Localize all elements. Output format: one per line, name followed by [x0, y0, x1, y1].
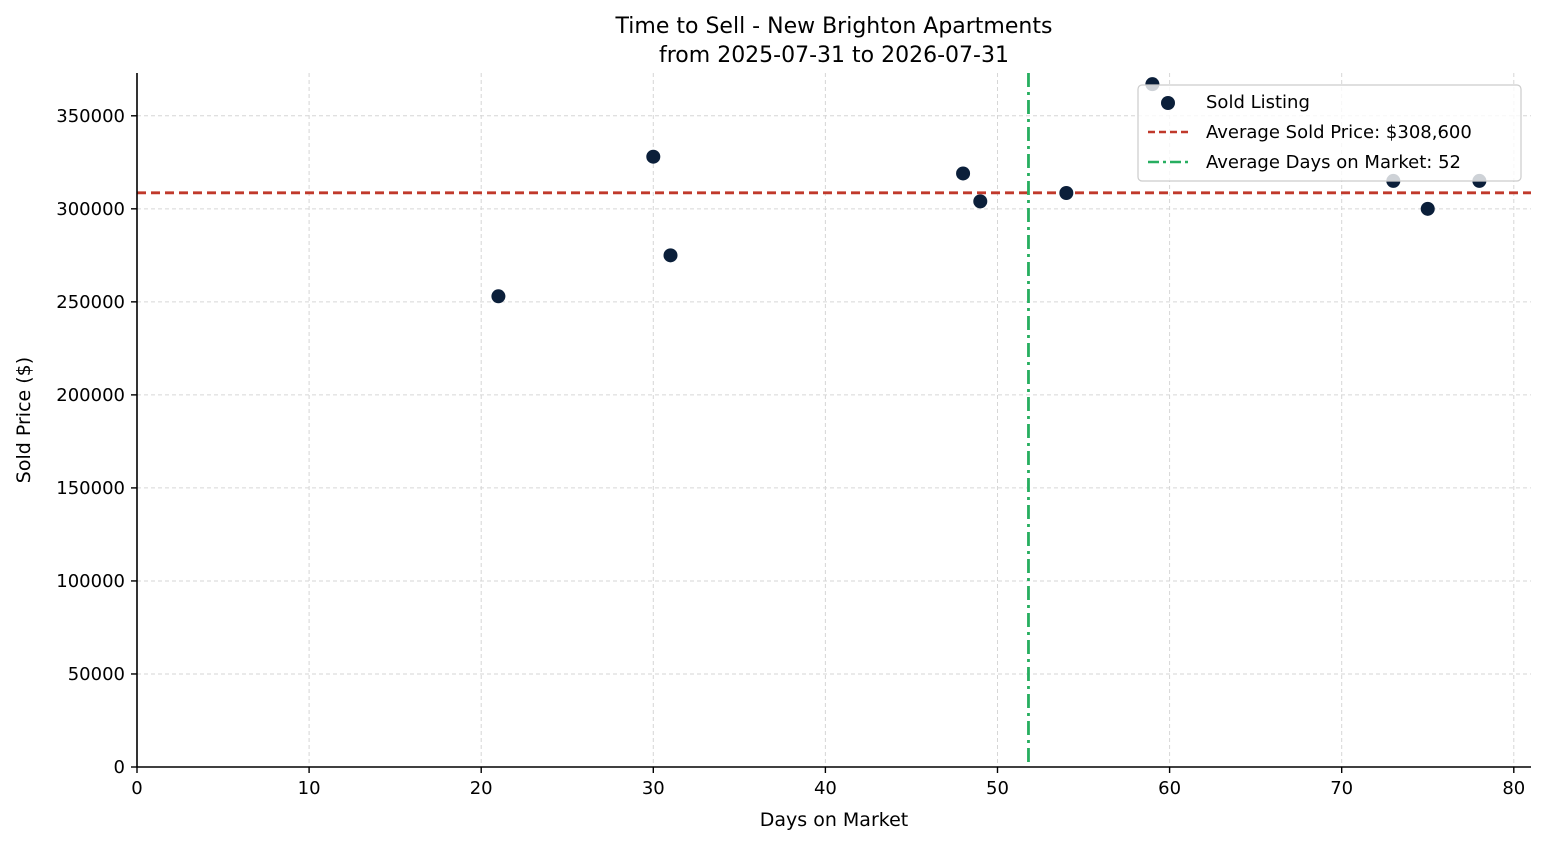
legend-label-sold-listing: Sold Listing	[1206, 92, 1310, 113]
x-axis-label: Days on Market	[760, 809, 908, 831]
x-tick-label: 0	[131, 778, 142, 799]
y-tick-label: 50000	[68, 664, 125, 685]
data-point	[1059, 186, 1074, 201]
x-tick-label: 10	[298, 778, 321, 799]
chart-title: Time to Sell - New Brighton Apartments	[615, 14, 1053, 39]
data-point	[956, 166, 971, 181]
data-point	[663, 248, 678, 263]
y-tick-label: 0	[114, 757, 125, 778]
y-tick-label: 250000	[56, 292, 125, 313]
data-point	[646, 149, 661, 164]
x-tick-label: 30	[642, 778, 665, 799]
legend-label-average-price: Average Sold Price: $308,600	[1206, 122, 1472, 143]
x-tick-label: 50	[986, 778, 1009, 799]
y-axis-label: Sold Price ($)	[13, 357, 35, 483]
legend-box	[1137, 84, 1522, 182]
y-tick-label: 100000	[56, 571, 125, 592]
x-tick-label: 70	[1330, 778, 1353, 799]
legend-label-average-days: Average Days on Market: 52	[1206, 152, 1461, 173]
data-point	[973, 194, 988, 209]
legend: Sold Listing Average Sold Price: $308,60…	[1137, 84, 1522, 182]
legend-marker-sold-listing	[1161, 96, 1175, 110]
x-tick-label: 20	[470, 778, 493, 799]
axis-ticks: 0 10 20 30 40 50 60 70 80 0 50000 100000 150000 20000…	[56, 106, 1525, 799]
x-tick-label: 60	[1158, 778, 1181, 799]
x-tick-label: 80	[1502, 778, 1525, 799]
y-tick-label: 300000	[56, 199, 125, 220]
x-tick-label: 40	[814, 778, 837, 799]
y-tick-label: 350000	[56, 106, 125, 127]
y-tick-label: 200000	[56, 385, 125, 406]
reference-lines	[137, 73, 1531, 767]
data-point	[1420, 201, 1435, 216]
y-tick-label: 150000	[56, 478, 125, 499]
data-point	[491, 289, 506, 304]
chart-subtitle: from 2025-07-31 to 2026-07-31	[659, 43, 1009, 68]
